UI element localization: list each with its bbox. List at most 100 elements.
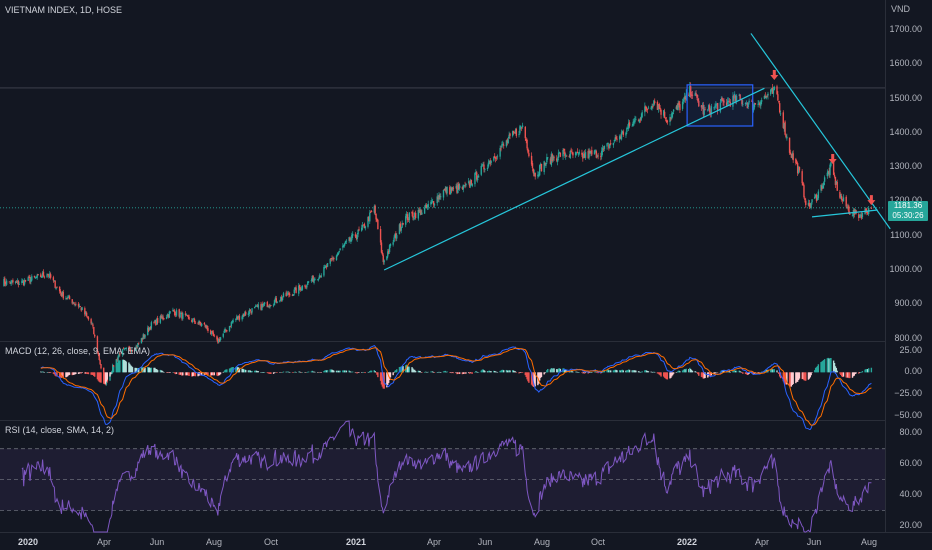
candle (676, 103, 678, 111)
macd-bar (405, 364, 408, 373)
candle (30, 277, 32, 285)
candle (556, 156, 559, 166)
candle (226, 329, 228, 333)
macd-bar (412, 368, 414, 373)
candle (412, 209, 414, 221)
macd-bar (500, 370, 502, 373)
candle (582, 152, 584, 162)
macd-bar (828, 358, 830, 373)
macd-bar (656, 372, 659, 374)
candle (807, 199, 810, 207)
candle (148, 326, 151, 331)
candle (210, 330, 213, 336)
macd-bar (168, 372, 171, 373)
macd-bar (836, 370, 838, 373)
macd-bar (551, 368, 553, 373)
candle (41, 270, 44, 278)
candle (653, 99, 655, 107)
candle (58, 286, 61, 294)
candle (760, 99, 762, 110)
macd-bar (241, 368, 243, 373)
candle (449, 185, 451, 195)
candle (134, 349, 136, 352)
macd-bar (493, 370, 495, 373)
macd-bar (508, 370, 510, 373)
macd-bar (602, 371, 605, 373)
candle (678, 100, 680, 108)
macd-bar (716, 372, 719, 373)
candle (826, 169, 829, 179)
macd-bar (589, 372, 591, 373)
candle (438, 192, 440, 203)
macd-bar (622, 370, 624, 373)
macd-bar (119, 360, 121, 373)
candle (3, 276, 5, 287)
candle (254, 306, 256, 309)
trendline[interactable] (811, 209, 878, 218)
candle (320, 273, 322, 278)
highlight-box[interactable] (686, 84, 754, 127)
macd-bar (456, 372, 458, 375)
candle (562, 148, 564, 160)
candle (411, 211, 413, 217)
macd-bar (387, 372, 390, 383)
candle (733, 94, 735, 102)
price-axis-label: 900.00 (894, 298, 922, 309)
candle (270, 305, 272, 307)
macd-bar (144, 367, 146, 373)
macd-bar (823, 360, 825, 373)
candle (663, 108, 666, 119)
macd-bar (578, 372, 580, 373)
candle (748, 98, 750, 105)
candle (502, 140, 504, 146)
macd-bar (262, 372, 264, 373)
macd-bar (370, 370, 373, 373)
macd-bar (520, 372, 522, 373)
candle (281, 295, 284, 302)
macd-bar (502, 369, 504, 373)
macd-bar (689, 367, 691, 373)
candle (496, 154, 499, 160)
macd-bar (147, 366, 149, 373)
candle (204, 324, 206, 329)
candle (24, 279, 27, 283)
candle (626, 126, 628, 135)
macd-bar (364, 372, 366, 374)
trendline[interactable] (383, 87, 765, 271)
macd-bar (719, 371, 722, 373)
macd-bar (245, 369, 247, 373)
candle (846, 204, 848, 209)
candle (65, 295, 67, 301)
macd-bar (689, 368, 692, 373)
candle (260, 301, 262, 311)
candle (476, 170, 478, 182)
macd-bar (260, 372, 262, 373)
macd-bar (820, 362, 822, 373)
candle (99, 359, 101, 365)
trendline[interactable] (750, 33, 891, 230)
candle (129, 345, 131, 352)
candle (299, 286, 302, 292)
candle (576, 148, 579, 154)
candle (137, 342, 139, 349)
candle (641, 110, 643, 119)
candle (527, 147, 529, 154)
candle (848, 204, 850, 214)
macd-bar (722, 370, 724, 373)
candle (174, 308, 176, 317)
candle (174, 312, 177, 318)
macd-bar (458, 372, 460, 375)
candle (192, 317, 195, 320)
macd-bar (380, 372, 383, 385)
macd-bar (163, 372, 165, 373)
candle (300, 286, 303, 292)
macd-bar (235, 366, 237, 373)
macd-bar (646, 370, 649, 373)
macd-bar (830, 358, 832, 373)
macd-bar (777, 372, 779, 373)
macd-bar (282, 371, 285, 373)
macd-bar (458, 372, 461, 374)
macd-bar (343, 370, 346, 373)
